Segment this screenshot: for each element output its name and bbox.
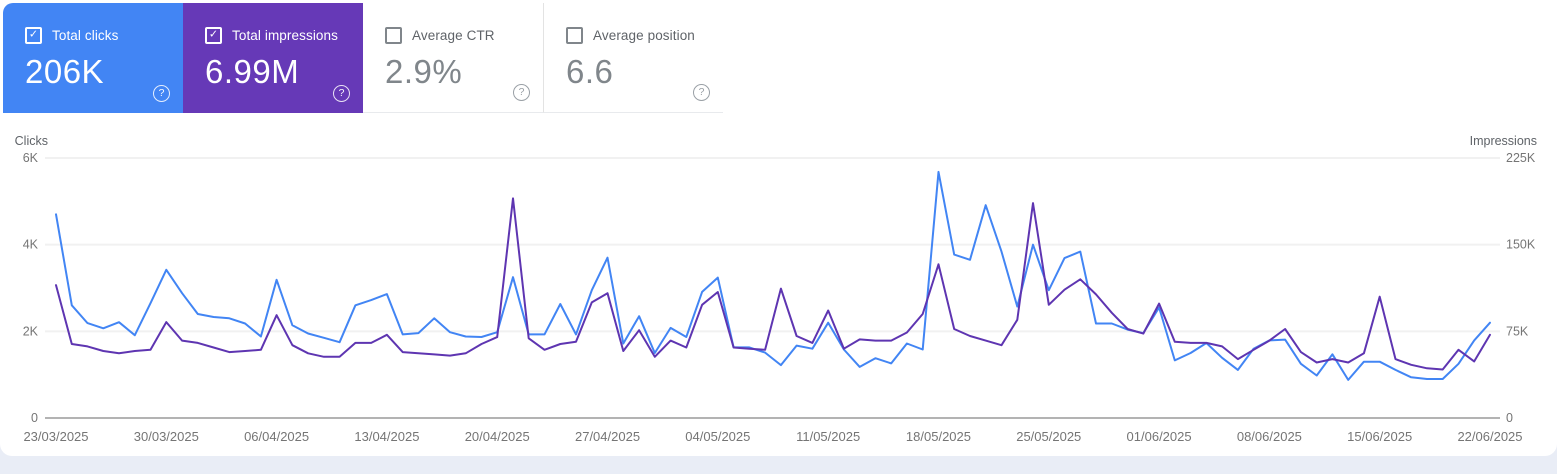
x-axis-tick: 04/05/2025	[685, 429, 750, 444]
checkbox-total-clicks[interactable]: ✓	[25, 27, 42, 44]
x-axis-tick: 08/06/2025	[1237, 429, 1302, 444]
metric-value: 206K	[25, 53, 105, 90]
x-axis-tick: 30/03/2025	[134, 429, 199, 444]
checkbox-average-position[interactable]: ✓	[566, 27, 583, 44]
x-axis-tick: 22/06/2025	[1457, 429, 1522, 444]
metric-card-header: ✓ Total impressions	[183, 3, 363, 44]
checkbox-total-impressions[interactable]: ✓	[205, 27, 222, 44]
left-axis-tick: 0	[31, 411, 38, 425]
left-axis-tick: 2K	[23, 324, 39, 338]
metric-card-total-impressions[interactable]: ✓ Total impressions 6.99M?	[183, 3, 363, 113]
x-axis-tick: 25/05/2025	[1016, 429, 1081, 444]
x-axis-tick: 11/05/2025	[796, 429, 860, 444]
right-axis-tick: 0	[1506, 411, 1513, 425]
x-axis-tick: 13/04/2025	[354, 429, 419, 444]
metric-value: 6.99M	[205, 53, 300, 90]
metric-card-total-clicks[interactable]: ✓ Total clicks 206K?	[3, 3, 183, 113]
help-icon[interactable]: ?	[513, 84, 530, 101]
metric-label: Average CTR	[412, 28, 495, 43]
help-icon[interactable]: ?	[693, 84, 710, 101]
x-axis-tick: 15/06/2025	[1347, 429, 1412, 444]
metric-label: Total clicks	[52, 28, 119, 43]
x-axis-tick: 23/03/2025	[23, 429, 88, 444]
help-icon[interactable]: ?	[153, 85, 170, 102]
check-icon: ✓	[208, 28, 219, 41]
x-axis-tick: 20/04/2025	[465, 429, 530, 444]
metric-label: Average position	[593, 28, 695, 43]
metric-value: 2.9%	[385, 53, 463, 90]
x-axis-tick: 01/06/2025	[1127, 429, 1192, 444]
metric-card-header: ✓ Total clicks	[3, 3, 183, 44]
help-icon[interactable]: ?	[333, 85, 350, 102]
left-axis-tick: 6K	[23, 151, 39, 165]
performance-panel: ✓ Total clicks 206K? ✓ Total impressions 6.99…	[0, 0, 1557, 456]
clicks-line	[55, 170, 1491, 381]
performance-chart: Clicks Impressions 0 2K 4K 6K 0 75K 150K 225K 23/0…	[0, 128, 1557, 456]
chart-canvas: Clicks Impressions 0 2K 4K 6K 0 75K 150K 225K 23/0…	[15, 134, 1537, 444]
metric-value: 6.6	[566, 53, 614, 90]
right-axis-title: Impressions	[1470, 134, 1537, 148]
metric-card-average-position[interactable]: ✓ Average position 6.6?	[543, 3, 723, 113]
metric-label: Total impressions	[232, 28, 338, 43]
right-axis-tick: 150K	[1506, 238, 1536, 252]
left-axis-title: Clicks	[15, 134, 48, 148]
x-axis-tick: 27/04/2025	[575, 429, 640, 444]
metric-card-average-ctr[interactable]: ✓ Average CTR 2.9%?	[363, 3, 543, 113]
impressions-line	[55, 197, 1491, 371]
left-axis-tick: 4K	[23, 238, 39, 252]
metric-card-header: ✓ Average CTR	[363, 3, 543, 44]
x-axis-tick: 06/04/2025	[244, 429, 309, 444]
check-icon: ✓	[28, 28, 39, 41]
metric-cards-row: ✓ Total clicks 206K? ✓ Total impressions 6.99…	[3, 3, 1557, 113]
metric-card-header: ✓ Average position	[544, 3, 723, 44]
right-axis-tick: 225K	[1506, 151, 1536, 165]
checkbox-average-ctr[interactable]: ✓	[385, 27, 402, 44]
x-axis-tick: 18/05/2025	[906, 429, 971, 444]
right-axis-tick: 75K	[1506, 324, 1529, 338]
